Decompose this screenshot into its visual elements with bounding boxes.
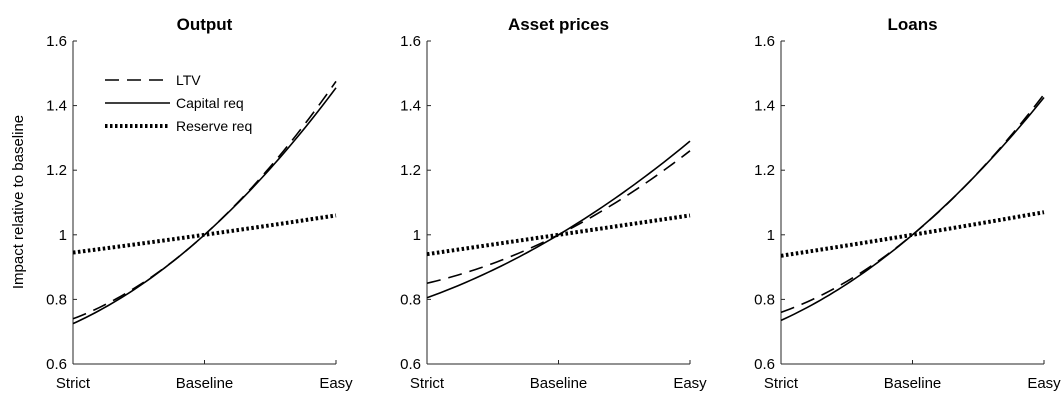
y-tick-label: 1.2: [46, 162, 67, 179]
y-tick-label: 0.6: [46, 356, 67, 373]
panel-title-output: Output: [177, 15, 233, 34]
x-tick-label: Baseline: [884, 375, 942, 392]
panel-title-loans: Loans: [887, 15, 937, 34]
y-tick-label: 1.2: [754, 162, 775, 179]
y-axis-label: Impact relative to baseline: [10, 115, 27, 289]
panel-asset-prices: Asset prices 0.6 0.8 1 1.2 1.4 1.6 Strict Baseli…: [400, 15, 707, 392]
panel-output: Output 0.6 0.8 1 1.2 1.4 1.6 Strict Baseline Easy: [46, 15, 353, 392]
y-tick-label: 1.2: [400, 162, 421, 179]
y-tick-label: 1.6: [400, 33, 421, 50]
series-line-ltv: [72, 80, 337, 320]
y-tick-label: 0.6: [400, 356, 421, 373]
y-tick-label: 1.4: [754, 98, 775, 115]
x-tick-label: Easy: [1027, 375, 1061, 392]
series-line-capital-req: [780, 97, 1045, 322]
series-line-capital-req: [72, 87, 337, 325]
panel-title-asset-prices: Asset prices: [508, 15, 609, 34]
series-line-reserve-req: [72, 213, 337, 255]
panel-loans: Loans 0.6 0.8 1 1.2 1.4 1.6 Strict Baseline Easy: [754, 15, 1061, 392]
y-tick-label: 0.8: [46, 291, 67, 308]
legend: LTV Capital req Reserve req: [105, 72, 252, 134]
legend-label-reserve-req: Reserve req: [176, 118, 252, 134]
x-tick-label: Baseline: [530, 375, 588, 392]
series-line-ltv: [780, 93, 1045, 314]
series-line-capital-req: [426, 140, 691, 299]
y-tick-label: 1.6: [754, 33, 775, 50]
legend-label-ltv: LTV: [176, 72, 201, 88]
y-tick-label: 1: [413, 227, 421, 244]
series-line-reserve-req: [426, 213, 691, 257]
y-tick-label: 0.6: [754, 356, 775, 373]
legend-label-capital-req: Capital req: [176, 95, 244, 111]
x-tick-label: Easy: [673, 375, 707, 392]
x-tick-label: Strict: [764, 375, 799, 392]
x-tick-label: Baseline: [176, 375, 234, 392]
series-line-ltv: [426, 150, 691, 285]
y-tick-label: 0.8: [754, 291, 775, 308]
x-tick-label: Strict: [56, 375, 91, 392]
y-tick-label: 1: [767, 227, 775, 244]
y-tick-label: 1.4: [46, 98, 67, 115]
y-tick-label: 0.8: [400, 291, 421, 308]
x-tick-label: Strict: [410, 375, 445, 392]
y-tick-label: 1.4: [400, 98, 421, 115]
y-tick-label: 1: [59, 227, 67, 244]
x-tick-label: Easy: [319, 375, 353, 392]
y-tick-label: 1.6: [46, 33, 67, 50]
series-line-reserve-req: [780, 210, 1045, 258]
